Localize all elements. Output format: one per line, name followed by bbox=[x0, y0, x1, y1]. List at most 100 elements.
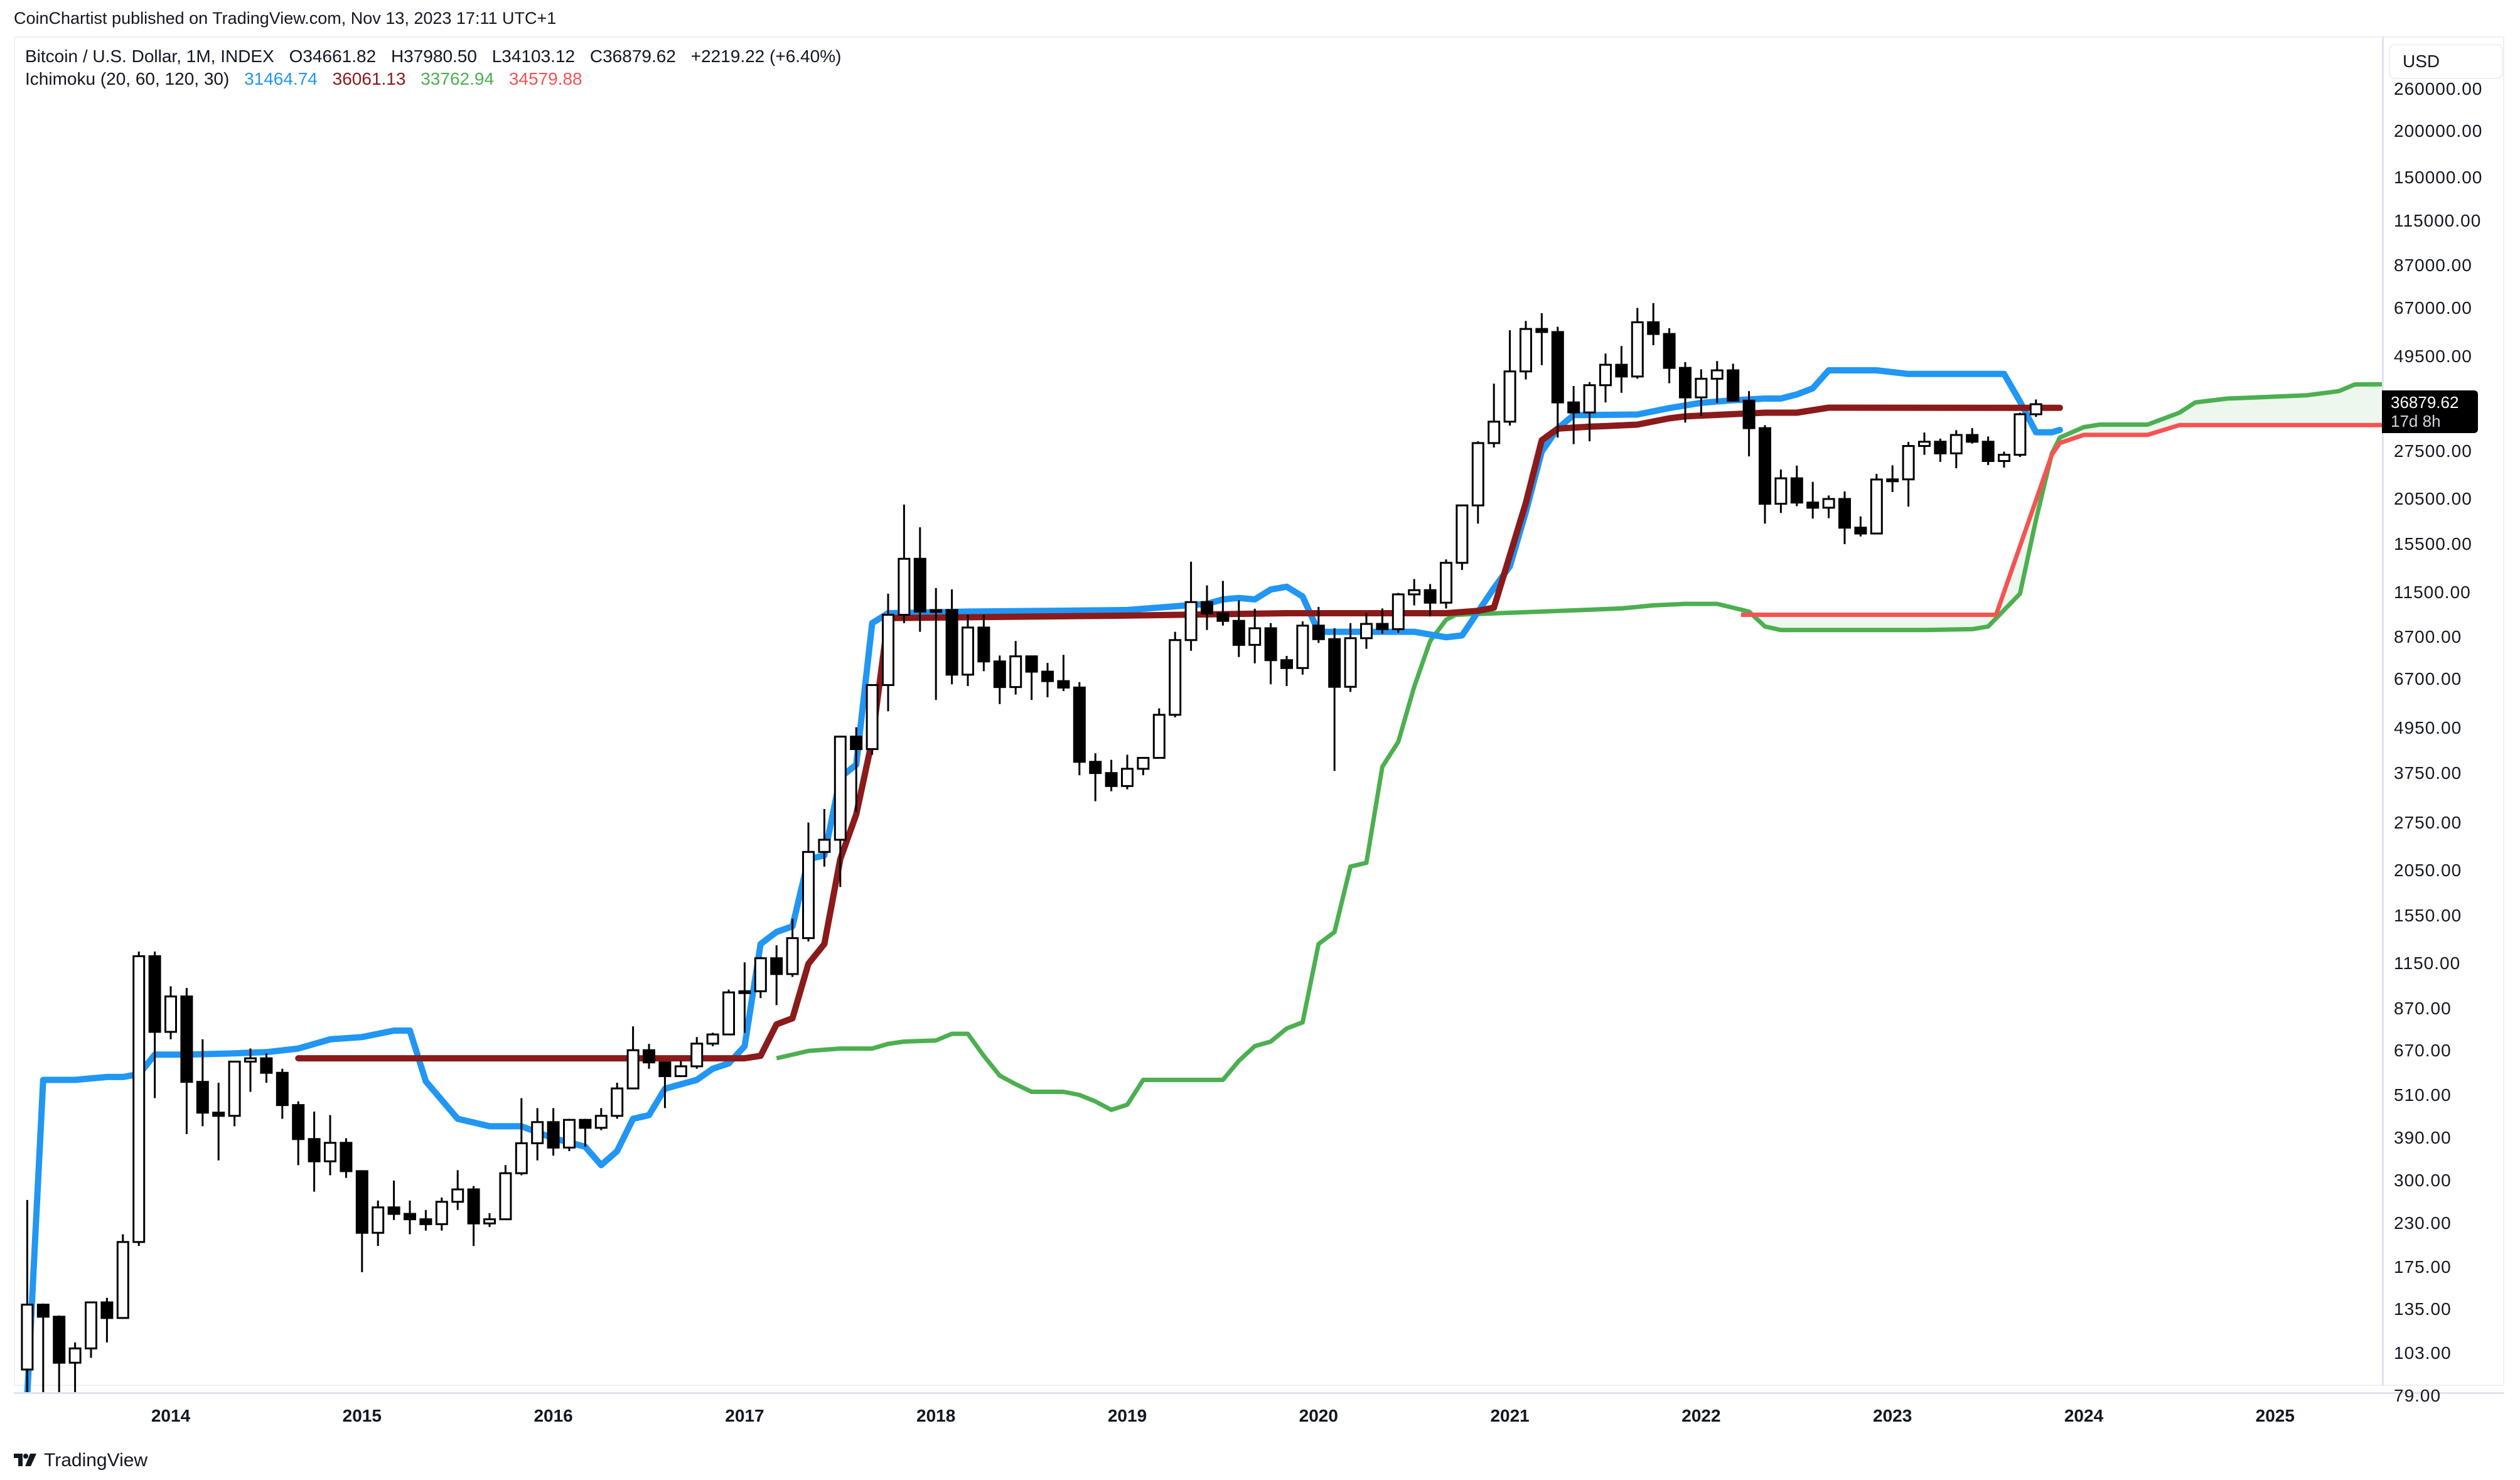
candle bbox=[1073, 686, 1086, 763]
price-tick: 200000.00 bbox=[2394, 121, 2483, 141]
candle bbox=[674, 1065, 687, 1078]
candle bbox=[180, 995, 193, 1083]
candle bbox=[1248, 627, 1262, 646]
price-tick: 175.00 bbox=[2394, 1257, 2452, 1277]
price-tick: 260000.00 bbox=[2394, 79, 2483, 99]
candle bbox=[1535, 328, 1548, 333]
candle bbox=[1089, 761, 1102, 775]
candle bbox=[451, 1188, 464, 1203]
candle bbox=[148, 955, 161, 1033]
time-tick: 2021 bbox=[1490, 1406, 1530, 1425]
chart-legend: Bitcoin / U.S. Dollar, 1M, INDEX O34661.… bbox=[25, 45, 841, 90]
candle bbox=[499, 1172, 512, 1221]
candle bbox=[770, 957, 783, 975]
candle bbox=[2013, 413, 2027, 456]
candle bbox=[834, 736, 847, 841]
candle bbox=[1503, 370, 1516, 423]
candle bbox=[1201, 601, 1213, 614]
price-tick: 2050.00 bbox=[2394, 860, 2462, 880]
candle bbox=[340, 1142, 353, 1172]
candle bbox=[1774, 477, 1788, 505]
candle bbox=[467, 1188, 480, 1225]
symbol-title: Bitcoin / U.S. Dollar, 1M, INDEX bbox=[25, 46, 274, 66]
ohlc-close: C36879.62 bbox=[589, 46, 676, 66]
indicator-title: Ichimoku (20, 60, 120, 30) bbox=[25, 69, 230, 88]
candle bbox=[866, 684, 879, 751]
candle bbox=[196, 1081, 209, 1114]
tradingview-logo[interactable]: TradingView bbox=[14, 1450, 147, 1471]
candle bbox=[818, 839, 831, 853]
candle bbox=[1822, 498, 1835, 509]
candle bbox=[1296, 625, 1309, 669]
candle bbox=[164, 995, 177, 1033]
price-tick: 49500.00 bbox=[2394, 346, 2472, 367]
candle bbox=[1009, 655, 1022, 689]
candle bbox=[53, 1316, 66, 1364]
candle bbox=[324, 1142, 336, 1162]
candle bbox=[36, 1304, 50, 1318]
candle bbox=[1886, 478, 1899, 483]
candle bbox=[643, 1049, 655, 1064]
candle bbox=[1981, 441, 1995, 462]
candle bbox=[100, 1301, 114, 1319]
candle bbox=[1949, 434, 1963, 454]
candle bbox=[993, 660, 1006, 689]
price-tick: 27500.00 bbox=[2394, 441, 2472, 461]
candle bbox=[1312, 625, 1325, 640]
price-tick: 390.00 bbox=[2394, 1128, 2452, 1148]
price-tick: 3750.00 bbox=[2394, 763, 2462, 783]
candle bbox=[1631, 321, 1644, 378]
price-tick: 87000.00 bbox=[2394, 255, 2472, 276]
candle bbox=[850, 736, 863, 751]
price-tick: 1150.00 bbox=[2394, 953, 2461, 973]
candle bbox=[1759, 427, 1771, 505]
indicator-value-span-a: 33762.94 bbox=[421, 69, 495, 88]
candle bbox=[594, 1115, 608, 1129]
candle bbox=[579, 1118, 592, 1129]
candle bbox=[1376, 623, 1389, 630]
candle bbox=[658, 1061, 672, 1078]
candle bbox=[1583, 384, 1596, 414]
candle bbox=[722, 991, 735, 1036]
price-tick: 670.00 bbox=[2394, 1041, 2452, 1061]
candle bbox=[1742, 399, 1756, 429]
candle bbox=[754, 957, 767, 992]
time-axis-divider bbox=[14, 1392, 2504, 1394]
tradingview-logo-icon bbox=[14, 1454, 36, 1466]
symbol-legend-row[interactable]: Bitcoin / U.S. Dollar, 1M, INDEX O34661.… bbox=[25, 45, 841, 68]
candle bbox=[1456, 504, 1469, 564]
currency-button[interactable]: USD bbox=[2389, 44, 2503, 79]
time-tick: 2024 bbox=[2064, 1406, 2104, 1425]
candle bbox=[738, 990, 751, 994]
time-tick: 2014 bbox=[151, 1406, 191, 1425]
candle bbox=[1567, 401, 1580, 414]
candle bbox=[116, 1241, 129, 1319]
time-tick: 2016 bbox=[533, 1406, 573, 1425]
candle bbox=[1488, 421, 1501, 444]
candle bbox=[1790, 477, 1803, 504]
candle bbox=[483, 1218, 496, 1225]
candle bbox=[977, 626, 990, 663]
candle bbox=[1121, 768, 1134, 787]
bar-countdown: 17d 8h bbox=[2391, 412, 2441, 431]
candle bbox=[1998, 454, 2010, 462]
candle bbox=[515, 1142, 528, 1174]
candle bbox=[228, 1060, 241, 1117]
candle bbox=[547, 1121, 560, 1149]
price-axis-divider bbox=[2382, 36, 2384, 1386]
indicator-legend-row[interactable]: Ichimoku (20, 60, 120, 30) 31464.74 3606… bbox=[25, 68, 841, 90]
candle bbox=[1710, 369, 1724, 380]
tradingview-brand: TradingView bbox=[44, 1450, 148, 1471]
candle bbox=[132, 955, 146, 1243]
price-tick: 870.00 bbox=[2394, 999, 2452, 1019]
candle bbox=[1041, 670, 1054, 682]
candlestick-series bbox=[21, 303, 2042, 1392]
candle bbox=[1280, 659, 1293, 669]
candle bbox=[260, 1057, 273, 1074]
ohlc-change: +2219.22 (+6.40%) bbox=[690, 46, 842, 66]
price-tick: 79.00 bbox=[2394, 1385, 2442, 1405]
senkou-span-b-line bbox=[1740, 422, 2382, 617]
candle bbox=[930, 609, 943, 613]
candle bbox=[1264, 627, 1277, 662]
